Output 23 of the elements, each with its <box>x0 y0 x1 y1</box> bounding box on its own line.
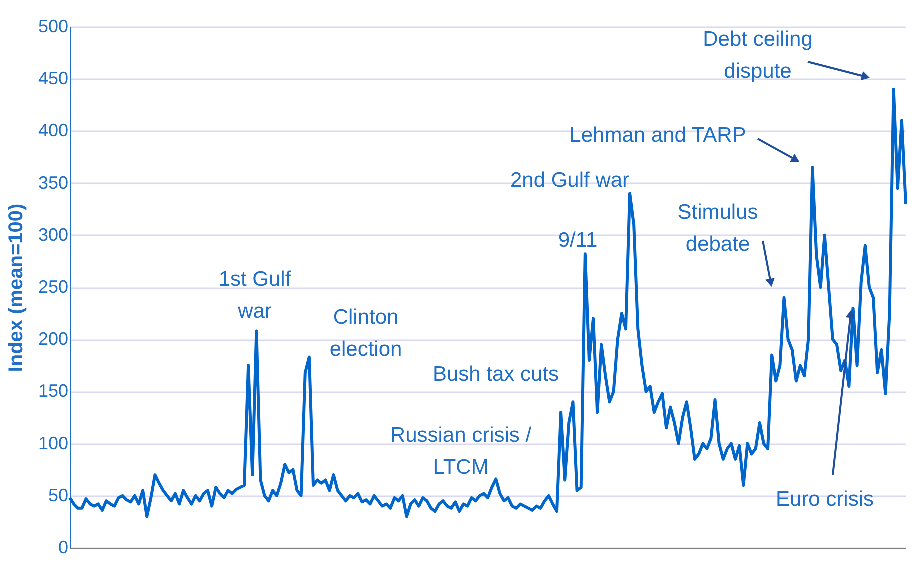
annotation: Clinton election <box>330 306 402 361</box>
annotation: Debt ceiling dispute <box>703 28 813 83</box>
annotation: 2nd Gulf war <box>510 169 630 192</box>
y-tick-label: 300 <box>38 224 68 245</box>
annotation: 9/11 <box>558 229 598 252</box>
y-tick-label: 500 <box>38 16 68 36</box>
line-series <box>68 88 908 518</box>
y-tick-label: 150 <box>38 381 68 402</box>
annotation: Stimulus debate <box>678 201 758 256</box>
annotation: Euro crisis <box>776 488 874 511</box>
annotation: Lehman and TARP <box>570 124 746 147</box>
annotation: Russian crisis / LTCM <box>390 424 532 479</box>
y-tick-label: 250 <box>38 277 68 297</box>
annotation: 1st Gulf war <box>218 268 292 323</box>
y-tick-label: 400 <box>38 120 68 141</box>
y-tick-label: 100 <box>38 433 68 454</box>
y-axis-title: Index (mean=100) <box>5 204 28 372</box>
annotation: Bush tax cuts <box>432 363 560 386</box>
y-tick-label: 350 <box>38 172 68 193</box>
y-tick-label: 450 <box>38 68 68 89</box>
y-tick-label: 50 <box>48 485 68 506</box>
y-tick-label: 0 <box>58 538 68 558</box>
y-tick-label: 200 <box>38 329 68 350</box>
